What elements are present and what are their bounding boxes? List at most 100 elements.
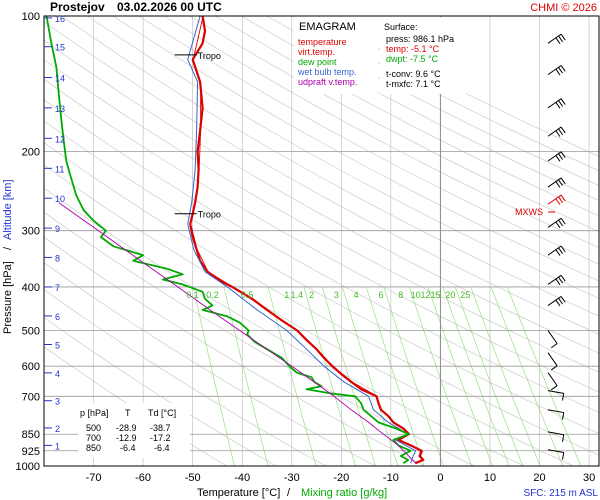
km-tick-label: 13 [55, 104, 65, 114]
barb-staff [547, 431, 564, 436]
barb-staff [547, 33, 562, 44]
km-tick-label: 5 [55, 340, 60, 350]
mixing-ratio-label: 1.4 [290, 290, 303, 300]
mixing-ratio-labels: 0.1 0.2 0.5 1 1.4 2 3 4 6 8 10 12 15 20 25 [186, 290, 470, 300]
max-wind-label: MXWS [515, 207, 543, 217]
km-tick-label: 16 [55, 14, 65, 24]
mixing-ratio-label: 8 [398, 290, 403, 300]
dry-adiabat [112, 16, 599, 282]
wind-barb [547, 390, 565, 401]
plot-frame [43, 15, 600, 467]
dry-adiabat [44, 21, 599, 335]
dry-adiabat [87, 16, 599, 299]
legend-wet-bulb: wet bulb temp. [297, 67, 357, 77]
barb-staff [547, 449, 564, 453]
legend-virt-temp: virt.temp. [298, 47, 335, 57]
barb-feather [560, 245, 566, 253]
dry-adiabat [44, 59, 599, 373]
series-dew-point [45, 16, 412, 464]
km-tick-label: 11 [55, 164, 64, 174]
dry-adiabat [163, 16, 599, 249]
y-tick-label: 925 [22, 446, 40, 458]
mixing-ratio-label: 25 [460, 290, 470, 300]
y-tick-label: 100 [22, 11, 40, 23]
km-tick-label: 8 [55, 253, 60, 263]
barb-feather [560, 98, 566, 105]
tropopause-markers: Tropo Tropo [174, 51, 221, 220]
wind-barb [547, 217, 566, 229]
barb-feather [555, 299, 561, 307]
barb-feather [560, 65, 566, 72]
barb-feather [562, 393, 565, 401]
mixing-ratio-label: 0.1 [186, 290, 199, 300]
x-tick-label: -50 [185, 472, 201, 484]
tropopause-label: Tropo [198, 210, 221, 220]
barb-feather [558, 219, 564, 227]
barb-feather [560, 177, 566, 185]
barb-feather [558, 67, 564, 74]
table-header-t: T [125, 408, 131, 418]
table-cell: -17.2 [150, 433, 171, 443]
barb-feather [555, 181, 561, 188]
table-header-p: p [hPa] [80, 408, 109, 418]
surface-dwpt: dwpt: -7.5 °C [386, 54, 439, 64]
table-header-td: Td [°C] [148, 408, 176, 418]
mixing-ratio-label: 20 [445, 290, 455, 300]
surface-temp: temp: -5.1 °C [386, 44, 440, 54]
series-udpraft-v-temp [58, 202, 417, 464]
dry-adiabat [44, 39, 599, 354]
barb-staff [547, 98, 562, 109]
table-cell: -38.7 [150, 423, 171, 433]
x-tick-label: -70 [86, 472, 102, 484]
mixing-ratio-label: 1 [284, 290, 289, 300]
y-axis-label-altitude: Altitude [km] [2, 179, 14, 240]
wind-barb [547, 274, 566, 286]
barb-feather [558, 276, 564, 284]
barb-feather [555, 130, 561, 137]
barb-feather [558, 100, 564, 107]
wind-barb [547, 295, 566, 307]
sounding-datetime: 03.02.2026 00 UTC [117, 0, 222, 14]
series-wet-bulb-temp [187, 16, 417, 464]
tropopause-label: Tropo [198, 51, 221, 61]
x-tick-label: -10 [383, 472, 399, 484]
copyright: CHMI © 2026 [530, 2, 597, 14]
barb-feather [558, 247, 564, 255]
km-tick-label: 12 [55, 134, 65, 144]
km-tick-label: 14 [55, 74, 65, 84]
barb-staff [547, 409, 564, 414]
barb-staff [547, 274, 562, 285]
barb-staff [547, 295, 562, 306]
y-tick-label: 400 [22, 282, 40, 294]
mixing-ratio-label: 4 [354, 290, 359, 300]
barb-feather [555, 249, 561, 256]
barb-feather [560, 275, 566, 282]
wind-barb [547, 126, 566, 137]
barb-staff [547, 126, 562, 137]
barb-feather [558, 297, 564, 305]
axis-layer: -70 -60 -50 -40 -30 -20 -10 0 10 20 30 100 200 300 400… [16, 11, 596, 484]
barb-staff [547, 245, 562, 256]
wind-barb [547, 194, 566, 205]
table-cell: -6.4 [120, 443, 136, 453]
barb-feather [555, 155, 561, 162]
barb-staff [547, 194, 562, 205]
x-axis-label-mixing: Mixing ratio [g/kg] [301, 487, 387, 499]
x-tick-label: -40 [234, 472, 250, 484]
wind-barb [547, 409, 565, 420]
mixing-ratio-label: 0.2 [206, 290, 219, 300]
wind-barb [547, 65, 566, 76]
mixing-ratio-label: 15 [430, 290, 440, 300]
mixing-ratio-label: 12 [421, 290, 431, 300]
series-layer [45, 16, 425, 465]
y-tick-label: 1000 [16, 461, 40, 473]
x-tick-label: -60 [135, 472, 151, 484]
chart-title: EMAGRAM [299, 21, 356, 33]
grid-layer [44, 16, 599, 466]
wind-barb [547, 449, 565, 460]
surface-press: press: 986.1 hPa [386, 34, 454, 44]
barb-feather [560, 217, 566, 225]
barb-staff [547, 177, 562, 188]
y-axis-separator: / [2, 246, 14, 250]
